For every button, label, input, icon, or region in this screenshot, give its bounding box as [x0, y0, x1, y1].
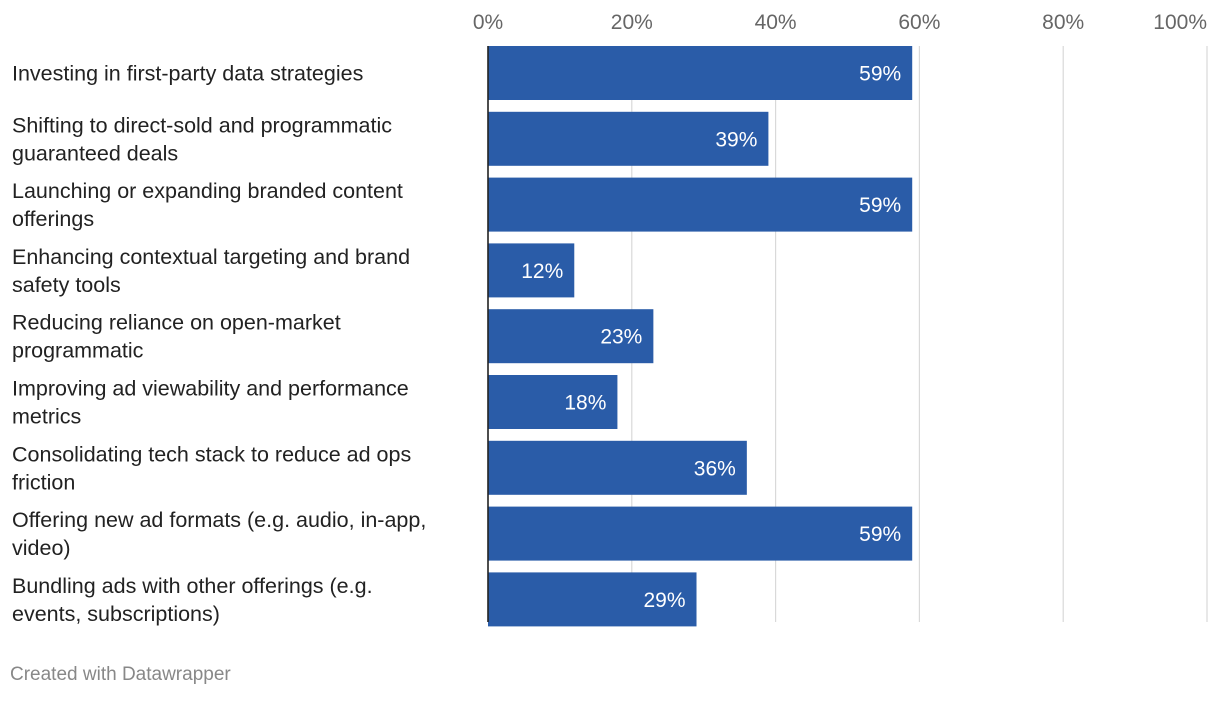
- category-label: Reducing reliance on open-market programm…: [12, 311, 341, 363]
- bar-value-label: 18%: [564, 392, 606, 415]
- category-label-line: Launching or expanding branded content: [12, 179, 403, 203]
- bar-value-label: 59%: [859, 523, 901, 546]
- bar: [488, 309, 654, 364]
- category-label: Bundling ads with other offerings (e.g. e…: [12, 574, 373, 626]
- bar-value-label: 12%: [521, 260, 563, 283]
- bar: [488, 375, 618, 429]
- bar: [488, 177, 913, 232]
- category-label-line: Shifting to direct-sold and programmatic: [12, 113, 392, 137]
- bar: [488, 572, 697, 627]
- category-label: Launching or expanding branded content of…: [12, 179, 403, 231]
- category-label-line: events, subscriptions): [12, 602, 220, 626]
- category-label-line: Consolidating tech stack to reduce ad op…: [12, 442, 411, 466]
- bar-value-label: 59%: [859, 63, 901, 86]
- category-label-line: safety tools: [12, 273, 121, 297]
- bar: [488, 243, 575, 298]
- bar-value-label: 39%: [715, 128, 757, 151]
- category-labels: Investing in first-party data strategies…: [12, 62, 426, 626]
- bar-value-label: 59%: [859, 194, 901, 217]
- category-label: Consolidating tech stack to reduce ad op…: [12, 442, 411, 494]
- x-tick-label: 60%: [898, 11, 940, 34]
- category-label-line: Offering new ad formats (e.g. audio, in-…: [12, 508, 426, 532]
- x-tick-label: 80%: [1042, 11, 1084, 34]
- category-label-line: Improving ad viewability and performance: [12, 377, 409, 401]
- bar: [488, 506, 913, 561]
- bar-chart: 0% 20% 40% 60% 80% 100% 59% 39% 59% 12% 23% 18% 36%…: [12, 11, 1208, 627]
- bar: [488, 111, 769, 166]
- category-label: Enhancing contextual targeting and brand…: [12, 245, 410, 297]
- x-tick-label: 0%: [473, 11, 503, 34]
- category-label-line: video): [12, 536, 71, 560]
- category-label-line: Reducing reliance on open-market: [12, 311, 341, 335]
- category-label-line: metrics: [12, 405, 81, 429]
- x-tick-label: 20%: [611, 11, 653, 34]
- category-label: Investing in first-party data strategies: [12, 62, 363, 86]
- bar: [488, 440, 747, 495]
- bar-value-label: 29%: [643, 589, 685, 612]
- category-label: Shifting to direct-sold and programmatic…: [12, 113, 392, 165]
- bars: 59% 39% 59% 12% 23% 18% 36% 59% 29%: [488, 46, 913, 627]
- category-label-line: friction: [12, 470, 75, 494]
- x-tick-label: 100%: [1153, 11, 1207, 34]
- category-label-line: offerings: [12, 207, 94, 231]
- category-label-line: Enhancing contextual targeting and brand: [12, 245, 410, 269]
- datawrapper-credit: Created with Datawrapper: [10, 664, 231, 685]
- x-tick-label: 40%: [755, 11, 797, 34]
- category-label: Offering new ad formats (e.g. audio, in-…: [12, 508, 426, 560]
- category-label: Improving ad viewability and performance…: [12, 377, 409, 429]
- category-label-line: programmatic: [12, 339, 144, 363]
- x-axis-tick-labels: 0% 20% 40% 60% 80% 100%: [473, 11, 1207, 34]
- category-label-line: Investing in first-party data strategies: [12, 62, 363, 86]
- bar-value-label: 23%: [600, 326, 642, 349]
- bar-value-label: 36%: [694, 457, 736, 480]
- category-label-line: Bundling ads with other offerings (e.g.: [12, 574, 373, 598]
- category-label-line: guaranteed deals: [12, 141, 178, 165]
- bar: [488, 46, 913, 100]
